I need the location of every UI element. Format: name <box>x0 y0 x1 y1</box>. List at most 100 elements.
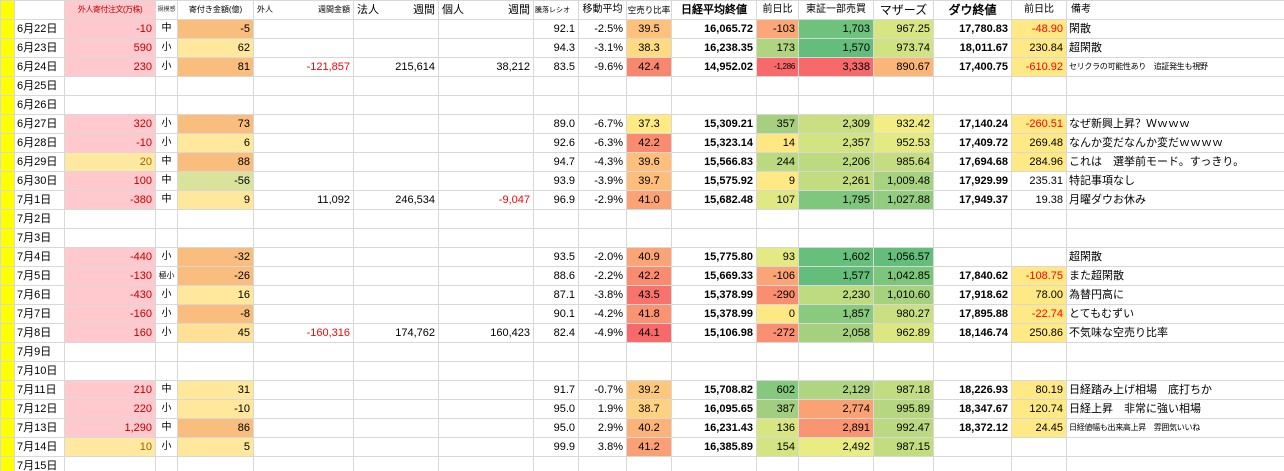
cell-tse-value[interactable] <box>798 76 874 96</box>
cell-dow-close[interactable] <box>933 95 1012 115</box>
cell-tse-value[interactable] <box>798 95 874 115</box>
cell-foreign-week[interactable] <box>253 95 354 115</box>
cell-foreign-week[interactable]: 11,092 <box>253 190 354 210</box>
cell-dow-close[interactable] <box>933 247 1012 267</box>
cell-dow-close[interactable]: 17,840.62 <box>933 266 1012 286</box>
row-strip-cell[interactable] <box>0 437 15 457</box>
cell-foreign-open[interactable]: 220 <box>64 399 156 419</box>
corner-strip-cell[interactable] <box>0 0 15 20</box>
cell-mothers[interactable]: 1,009.48 <box>873 171 934 191</box>
cell-date[interactable]: 7月8日 <box>14 323 65 343</box>
cell-tse-value[interactable]: 2,261 <box>798 171 874 191</box>
cell-updown-ratio[interactable] <box>533 342 579 362</box>
cell-foreign-week[interactable] <box>253 285 354 305</box>
header-nikkei-close[interactable]: 日経平均終値 <box>671 0 757 20</box>
cell-individual-week[interactable] <box>438 361 534 381</box>
cell-moving-average[interactable]: -9.6% <box>578 57 627 77</box>
cell-dow-close[interactable] <box>933 228 1012 248</box>
cell-dow-close[interactable] <box>933 342 1012 362</box>
cell-remark[interactable]: 日経踏み上げ相場 底打ちか <box>1066 380 1284 400</box>
cell-open-amount[interactable] <box>177 456 254 471</box>
cell-date[interactable]: 6月23日 <box>14 38 65 58</box>
cell-tse-value[interactable]: 2,492 <box>798 437 874 457</box>
cell-nikkei-close[interactable]: 15,669.33 <box>671 266 757 286</box>
cell-dow-change[interactable]: -22.74 <box>1011 304 1067 324</box>
cell-remark[interactable] <box>1066 361 1284 381</box>
cell-mothers[interactable] <box>873 209 934 229</box>
cell-mothers[interactable]: 962.89 <box>873 323 934 343</box>
cell-corporate-week[interactable] <box>353 171 439 191</box>
cell-nikkei-change[interactable]: 136 <box>756 418 799 438</box>
cell-open-amount[interactable] <box>177 76 254 96</box>
cell-date[interactable]: 6月30日 <box>14 171 65 191</box>
cell-updown-ratio[interactable]: 94.7 <box>533 152 579 172</box>
cell-short-ratio[interactable]: 40.2 <box>626 418 672 438</box>
cell-remark[interactable]: これは 選挙前モード。すっきり。 <box>1066 152 1284 172</box>
cell-dow-close[interactable]: 17,409.72 <box>933 133 1012 153</box>
cell-remark[interactable]: 超閑散 <box>1066 38 1284 58</box>
cell-tse-value[interactable] <box>798 456 874 471</box>
cell-open-amount[interactable]: 5 <box>177 437 254 457</box>
cell-foreign-week[interactable] <box>253 266 354 286</box>
header-mothers[interactable]: マザーズ <box>873 0 934 20</box>
cell-corporate-week[interactable] <box>353 361 439 381</box>
cell-date[interactable]: 7月11日 <box>14 380 65 400</box>
cell-remark[interactable] <box>1066 209 1284 229</box>
cell-nikkei-close[interactable] <box>671 228 757 248</box>
cell-moving-average[interactable]: -2.0% <box>578 247 627 267</box>
cell-individual-week[interactable] <box>438 285 534 305</box>
cell-nikkei-close[interactable]: 15,682.48 <box>671 190 757 210</box>
cell-foreign-week[interactable] <box>253 304 354 324</box>
cell-dow-change[interactable] <box>1011 95 1067 115</box>
cell-mothers[interactable]: 932.42 <box>873 114 934 134</box>
cell-date[interactable]: 7月2日 <box>14 209 65 229</box>
cell-updown-ratio[interactable]: 82.4 <box>533 323 579 343</box>
header-foreign-week[interactable]: 外人 週間金額 <box>253 0 354 20</box>
cell-tse-value[interactable]: 2,230 <box>798 285 874 305</box>
cell-moving-average[interactable]: -4.2% <box>578 304 627 324</box>
cell-dow-change[interactable] <box>1011 456 1067 471</box>
cell-updown-ratio[interactable]: 92.6 <box>533 133 579 153</box>
cell-date[interactable]: 7月4日 <box>14 247 65 267</box>
cell-open-amount[interactable]: -10 <box>177 399 254 419</box>
header-dow-close[interactable]: ダウ終値 <box>933 0 1012 20</box>
row-strip-cell[interactable] <box>0 19 15 39</box>
cell-open-amount[interactable]: 88 <box>177 152 254 172</box>
cell-mothers[interactable]: 952.53 <box>873 133 934 153</box>
cell-corporate-week[interactable] <box>353 152 439 172</box>
cell-dow-change[interactable]: -108.75 <box>1011 266 1067 286</box>
cell-short-ratio[interactable]: 39.7 <box>626 171 672 191</box>
cell-nikkei-change[interactable] <box>756 456 799 471</box>
cell-foreign-open[interactable]: -130 <box>64 266 156 286</box>
row-strip-cell[interactable] <box>0 285 15 305</box>
cell-nikkei-close[interactable] <box>671 76 757 96</box>
cell-updown-ratio[interactable]: 88.6 <box>533 266 579 286</box>
cell-foreign-week[interactable] <box>253 456 354 471</box>
cell-nikkei-close[interactable]: 15,309.21 <box>671 114 757 134</box>
cell-updown-ratio[interactable]: 95.0 <box>533 399 579 419</box>
cell-open-amount[interactable]: 9 <box>177 190 254 210</box>
cell-short-ratio[interactable] <box>626 456 672 471</box>
row-strip-cell[interactable] <box>0 76 15 96</box>
cell-dow-change[interactable]: 250.86 <box>1011 323 1067 343</box>
cell-updown-ratio[interactable] <box>533 361 579 381</box>
cell-tse-value[interactable]: 2,129 <box>798 380 874 400</box>
row-strip-cell[interactable] <box>0 95 15 115</box>
cell-nikkei-change[interactable] <box>756 361 799 381</box>
cell-individual-week[interactable] <box>438 19 534 39</box>
cell-updown-ratio[interactable]: 99.9 <box>533 437 579 457</box>
cell-dow-change[interactable] <box>1011 342 1067 362</box>
cell-open-amount[interactable]: 81 <box>177 57 254 77</box>
cell-updown-ratio[interactable] <box>533 228 579 248</box>
cell-tse-value[interactable]: 1,602 <box>798 247 874 267</box>
cell-updown-ratio[interactable]: 91.7 <box>533 380 579 400</box>
cell-scale[interactable] <box>155 456 178 471</box>
cell-dow-change[interactable]: 24.45 <box>1011 418 1067 438</box>
header-individual-week[interactable]: 個人 週間 <box>438 0 534 20</box>
cell-moving-average[interactable] <box>578 209 627 229</box>
cell-nikkei-close[interactable]: 16,065.72 <box>671 19 757 39</box>
cell-nikkei-close[interactable]: 14,952.02 <box>671 57 757 77</box>
cell-short-ratio[interactable]: 43.5 <box>626 285 672 305</box>
cell-nikkei-close[interactable]: 15,378.99 <box>671 304 757 324</box>
cell-individual-week[interactable] <box>438 171 534 191</box>
